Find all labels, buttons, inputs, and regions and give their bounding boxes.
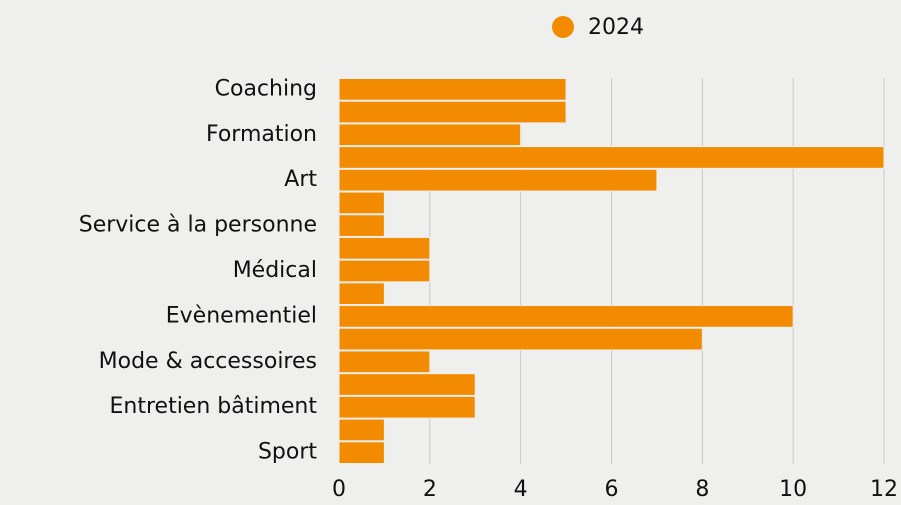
bar: [338, 350, 431, 374]
y-tick-label: Mode & accessoires: [99, 349, 317, 374]
x-tick-label: 0: [332, 477, 346, 502]
x-tick-label: 12: [870, 477, 898, 502]
bar: [338, 236, 431, 260]
y-tick-label: Formation: [206, 122, 317, 147]
bar: [338, 146, 885, 169]
x-tick-label: 2: [423, 477, 437, 502]
y-tick-label: Sport: [258, 440, 317, 465]
y-tick-label: Coaching: [215, 76, 317, 101]
legend-label: 2024: [588, 15, 644, 40]
y-tick-label: Médical: [233, 258, 317, 283]
bar: [338, 214, 385, 237]
bar: [338, 305, 794, 328]
bar: [338, 373, 476, 396]
y-tick-label: Entretien bâtiment: [110, 394, 318, 419]
x-tick-label: 8: [695, 477, 709, 502]
bar: [338, 123, 522, 147]
bar: [338, 441, 385, 465]
bar: [338, 168, 658, 192]
bar: [338, 259, 431, 283]
y-tick-label: Evènementiel: [166, 303, 317, 328]
x-tick-label: 4: [514, 477, 528, 502]
y-tick-label: Art: [284, 167, 317, 192]
x-tick-label: 10: [779, 477, 807, 502]
bar: [338, 191, 385, 215]
bar: [338, 327, 703, 351]
bar: [338, 395, 476, 419]
y-tick-label: Service à la personne: [79, 213, 317, 238]
bar: [338, 100, 567, 124]
x-tick-label: 6: [605, 477, 619, 502]
bar: [338, 78, 567, 101]
bar: [338, 418, 385, 442]
bar: [338, 282, 385, 306]
legend-marker: [552, 16, 574, 38]
